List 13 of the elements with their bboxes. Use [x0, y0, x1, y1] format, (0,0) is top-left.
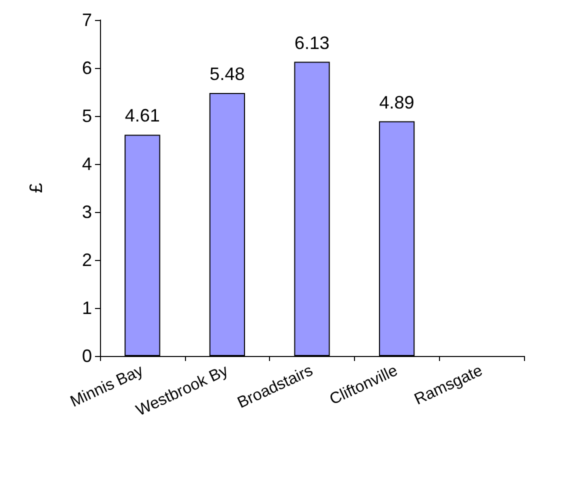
- y-tick-label: 3: [82, 202, 92, 222]
- y-tick-label: 4: [82, 154, 92, 174]
- y-tick-label: 1: [82, 298, 92, 318]
- y-tick-label: 5: [82, 106, 92, 126]
- data-label: 4.89: [379, 92, 414, 112]
- y-tick-label: 6: [82, 58, 92, 78]
- data-label: 5.48: [210, 64, 245, 84]
- y-tick-label: 2: [82, 250, 92, 270]
- data-label: 6.13: [294, 32, 330, 53]
- data-label: 4.61: [124, 106, 160, 126]
- y-tick-label: 0: [82, 346, 92, 366]
- y-axis-title: £: [26, 182, 46, 194]
- y-tick-label: 7: [82, 10, 92, 30]
